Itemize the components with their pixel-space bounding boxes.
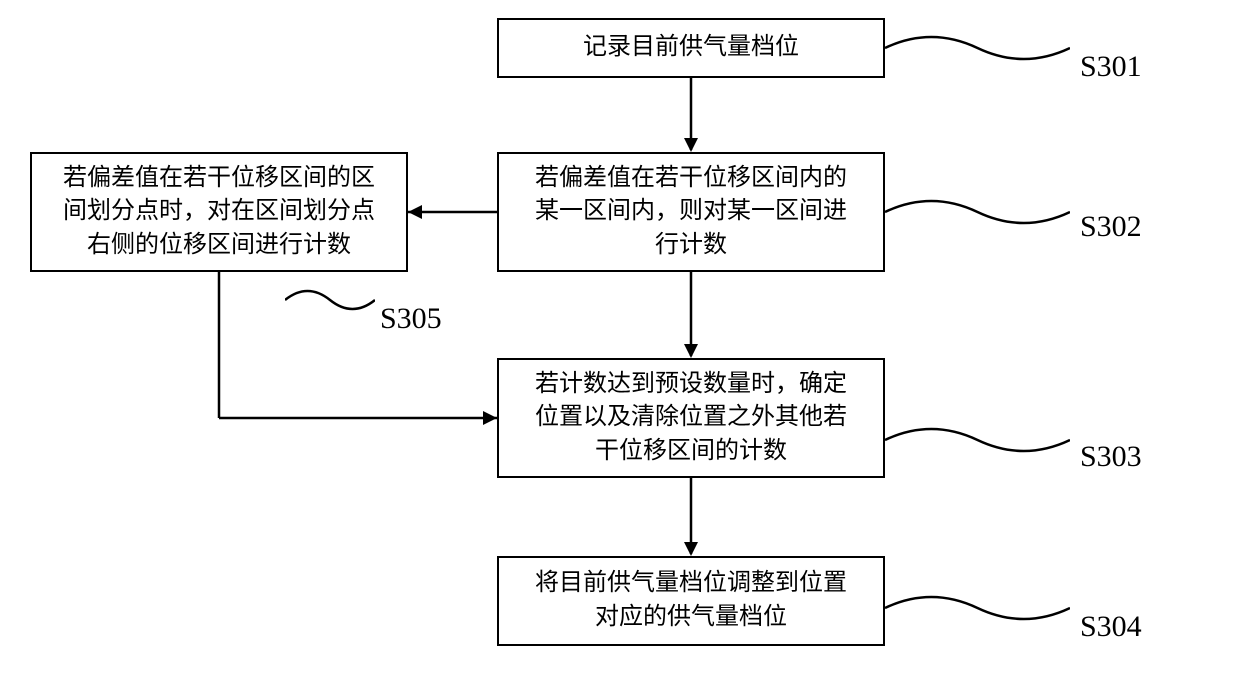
callout-s303 [885,418,1070,462]
step-s302-box: 若偏差值在若干位移区间内的某一区间内，则对某一区间进行计数 [497,152,885,272]
step-s303-box: 若计数达到预设数量时，确定位置以及清除位置之外其他若干位移区间的计数 [497,358,885,478]
step-s303-text: 若计数达到预设数量时，确定位置以及清除位置之外其他若干位移区间的计数 [535,368,847,469]
step-s305-text: 若偏差值在若干位移区间的区间划分点时，对在区间划分点右侧的位移区间进行计数 [63,162,375,263]
step-s301-box: 记录目前供气量档位 [497,18,885,78]
step-s302-text: 若偏差值在若干位移区间内的某一区间内，则对某一区间进行计数 [535,162,847,263]
step-s304-label: S304 [1080,610,1142,644]
step-s304-text: 将目前供气量档位调整到位置对应的供气量档位 [535,567,847,634]
flowchart-canvas: 记录目前供气量档位 若偏差值在若干位移区间内的某一区间内，则对某一区间进行计数 … [0,0,1240,673]
step-s303-label: S303 [1080,440,1142,474]
callout-s304 [885,586,1070,630]
callout-s301 [885,26,1070,70]
callout-s305 [285,282,375,318]
step-s305-label: S305 [380,302,442,336]
step-s305-box: 若偏差值在若干位移区间的区间划分点时，对在区间划分点右侧的位移区间进行计数 [30,152,408,272]
step-s301-label: S301 [1080,50,1142,84]
step-s304-box: 将目前供气量档位调整到位置对应的供气量档位 [497,556,885,646]
callout-s302 [885,190,1070,234]
step-s301-text: 记录目前供气量档位 [583,31,799,65]
step-s302-label: S302 [1080,210,1142,244]
